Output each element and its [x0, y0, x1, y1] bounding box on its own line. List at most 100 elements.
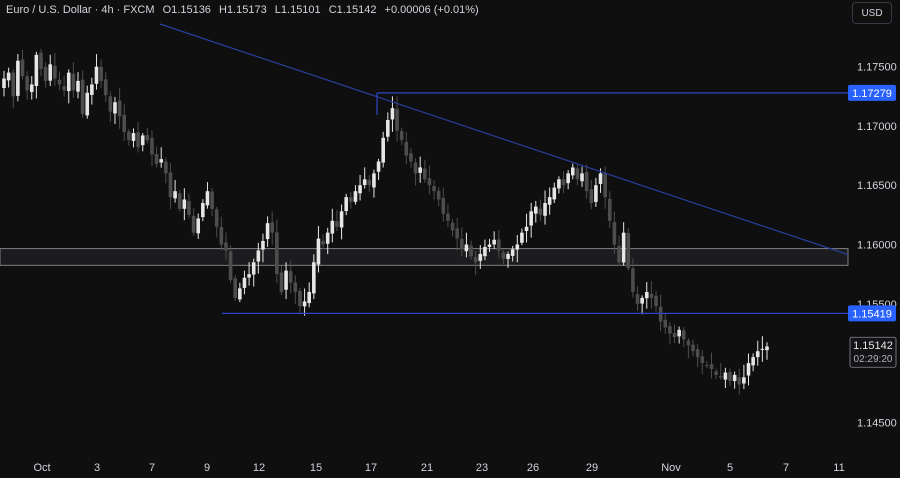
candle	[404, 131, 409, 165]
candle	[621, 222, 626, 266]
candle	[533, 200, 538, 223]
candle	[626, 227, 631, 271]
lines-layer	[159, 23, 849, 315]
candle	[367, 175, 372, 192]
candle	[436, 187, 441, 207]
price-axis: 1.175001.170001.165001.160001.155001.145…	[848, 62, 897, 429]
candle	[427, 165, 432, 195]
candle	[168, 163, 173, 209]
candle	[173, 179, 177, 203]
candle	[275, 219, 279, 284]
candle	[709, 352, 714, 379]
svg-text:1.17279: 1.17279	[852, 88, 892, 100]
candle	[376, 158, 381, 180]
candle	[177, 190, 182, 212]
candle	[358, 174, 362, 201]
candle	[700, 349, 705, 375]
candle	[154, 146, 159, 168]
candle	[677, 326, 681, 344]
candle	[746, 353, 751, 386]
candle	[335, 210, 339, 232]
candle	[450, 218, 455, 237]
candle	[80, 70, 85, 118]
candle	[16, 53, 20, 102]
chart-header: Euro / U.S. Dollar · 4h · FXCM O1.15136 …	[6, 4, 484, 16]
candle	[594, 177, 598, 207]
candle	[510, 245, 515, 262]
candle	[557, 176, 561, 194]
level-price-label: 1.17279	[848, 84, 896, 101]
x-tick-label: 7	[149, 462, 155, 474]
candle	[238, 282, 242, 303]
candle	[529, 202, 533, 238]
candle	[34, 51, 39, 99]
candle	[552, 182, 557, 204]
candle	[765, 342, 769, 360]
x-tick-label: Oct	[33, 462, 50, 474]
currency-button[interactable]: USD	[852, 2, 892, 24]
candle	[191, 208, 196, 236]
candle	[145, 127, 150, 144]
candle	[580, 166, 584, 187]
resistance-trendline[interactable]	[159, 23, 849, 256]
x-tick-label: 5	[727, 462, 733, 474]
candle	[321, 234, 325, 249]
x-tick-label: 17	[365, 462, 377, 474]
candle	[29, 76, 34, 100]
candle	[464, 232, 469, 258]
candle	[25, 71, 29, 100]
candle	[57, 71, 62, 91]
candle	[575, 164, 580, 186]
candle	[413, 158, 418, 186]
candle	[205, 182, 210, 209]
candle	[242, 270, 247, 295]
candle	[672, 324, 677, 344]
candle	[2, 70, 6, 97]
candle	[233, 275, 238, 301]
candle	[6, 67, 11, 88]
candle	[261, 233, 265, 263]
candle	[460, 227, 464, 257]
symbol-title: Euro / U.S. Dollar · 4h · FXCM	[6, 4, 155, 16]
candle	[566, 170, 570, 190]
candle	[108, 91, 113, 123]
candle	[43, 62, 48, 88]
candle	[705, 361, 709, 368]
candle	[11, 69, 16, 109]
candle	[455, 217, 459, 251]
candle	[446, 204, 450, 228]
candle	[140, 133, 145, 152]
candle	[219, 216, 224, 251]
candle	[214, 206, 219, 238]
candle	[279, 265, 284, 296]
candle	[247, 262, 251, 286]
candle	[210, 188, 214, 217]
candle	[409, 148, 413, 168]
candle	[441, 187, 446, 222]
candle-countdown: 02:29:20	[854, 354, 893, 365]
candle	[737, 368, 742, 395]
x-tick-label: 3	[94, 462, 100, 474]
y-tick-label: 1.16500	[857, 180, 897, 192]
y-tick-label: 1.16000	[857, 240, 897, 252]
candle	[76, 72, 80, 99]
candle	[691, 339, 695, 357]
candle	[136, 121, 140, 153]
candle	[742, 364, 746, 390]
candle	[362, 167, 367, 189]
change-value: +0.00006 (+0.01%)	[384, 4, 479, 16]
level-price-label: 1.15419	[848, 305, 896, 322]
candle	[353, 185, 358, 205]
candle	[732, 371, 737, 389]
candle	[496, 229, 501, 259]
candle	[686, 338, 691, 359]
candle	[487, 238, 492, 252]
support-zone-layer	[0, 248, 849, 266]
x-tick-label: 11	[833, 462, 844, 474]
candle	[612, 211, 617, 255]
candle	[298, 287, 302, 313]
candle	[312, 254, 316, 300]
candle	[755, 340, 760, 366]
candle	[90, 77, 94, 105]
